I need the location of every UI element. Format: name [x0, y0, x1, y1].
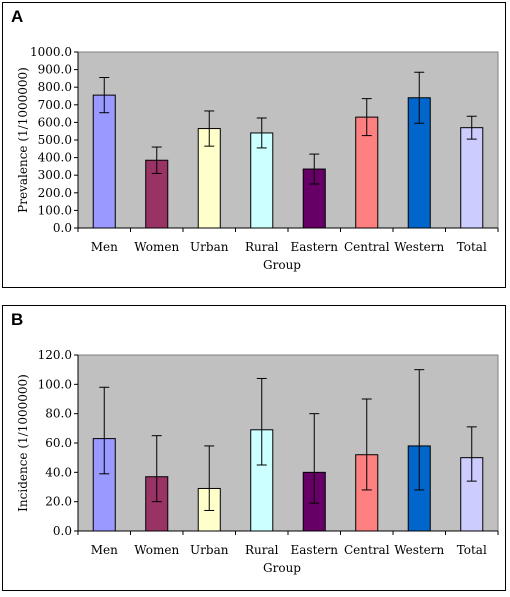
y-tick-label: 500.0 [38, 133, 72, 147]
x-tick-label: Eastern [291, 240, 339, 254]
x-tick-label: Rural [245, 240, 279, 254]
y-tick-label: 0.0 [53, 221, 72, 235]
bar [460, 127, 484, 229]
y-axis-label: Prevalence (1/1000000) [16, 67, 30, 213]
panel-a: A 0.0 100.0 200.0 300.0 400.0 500.0 600.0 700.0… [2, 2, 506, 288]
bar [92, 94, 116, 229]
x-tick-label: Eastern [291, 543, 339, 557]
x-tick-label: Men [91, 543, 118, 557]
y-tick-label: 100.0 [38, 377, 72, 391]
chart-b-svg: 0.0 20.0 40.0 60.0 80.0 100.0 120.0 Men Women Urb… [16, 348, 499, 575]
y-tick-label: 700.0 [38, 98, 72, 112]
x-tick-label: Urban [190, 240, 229, 254]
x-tick-label: Total [457, 543, 487, 557]
y-tick-label: 800.0 [38, 80, 72, 94]
y-tick-label: 900.0 [38, 63, 72, 77]
x-tick-label: Central [344, 543, 390, 557]
x-tick-label: Central [344, 240, 390, 254]
y-tick-label: 400.0 [38, 151, 72, 165]
y-tick-label: 300.0 [38, 168, 72, 182]
x-axis-label: Group [263, 258, 301, 272]
y-tick-label: 200.0 [38, 186, 72, 200]
y-tick-label: 100.0 [38, 203, 72, 217]
y-tick-label: 80.0 [45, 407, 72, 421]
panel-label: A [11, 7, 24, 26]
x-tick-label: Urban [190, 543, 229, 557]
x-tick-label: Rural [245, 543, 279, 557]
y-tick-label: 40.0 [45, 465, 72, 479]
plot-area [77, 51, 499, 229]
panel-b: B 0.0 20.0 40.0 60.0 80.0 100.0 120.0 Men Women U… [2, 305, 506, 591]
x-tick-label: Western [394, 240, 444, 254]
x-tick-label: Women [134, 240, 179, 254]
y-tick-label: 20.0 [45, 495, 72, 509]
x-tick-label: Men [91, 240, 118, 254]
y-tick-label: 0.0 [53, 524, 72, 538]
y-tick-label: 1000.0 [30, 45, 72, 59]
y-tick-label: 120.0 [38, 348, 72, 362]
chart-a-svg: 0.0 100.0 200.0 300.0 400.0 500.0 600.0 700.0 80… [16, 45, 499, 272]
x-axis-label: Group [263, 561, 301, 575]
panel-label: B [11, 310, 24, 329]
x-tick-label: Western [394, 543, 444, 557]
x-tick-label: Total [457, 240, 487, 254]
plot-area [77, 354, 499, 532]
x-tick-label: Women [134, 543, 179, 557]
y-tick-label: 600.0 [38, 115, 72, 129]
y-axis-label: Incidence (1/1000000) [16, 374, 30, 512]
y-tick-label: 60.0 [45, 436, 72, 450]
